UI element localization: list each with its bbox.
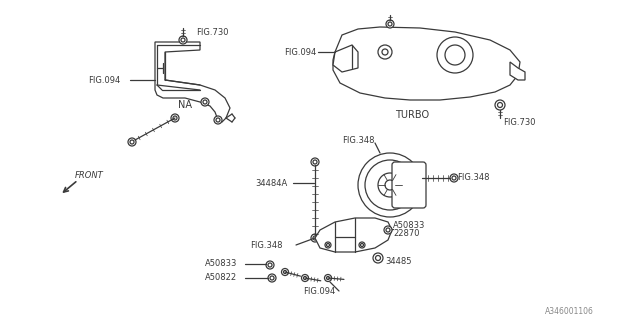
Circle shape (282, 268, 289, 276)
Text: FIG.094: FIG.094 (284, 47, 316, 57)
Text: FIG.730: FIG.730 (503, 117, 536, 126)
Text: 34484A: 34484A (255, 179, 287, 188)
Text: FIG.348: FIG.348 (250, 241, 282, 250)
Circle shape (497, 102, 502, 108)
Circle shape (270, 276, 274, 280)
Circle shape (173, 116, 177, 120)
Text: A50833: A50833 (205, 260, 237, 268)
Circle shape (358, 153, 422, 217)
Circle shape (437, 37, 473, 73)
Circle shape (216, 118, 220, 122)
Circle shape (311, 158, 319, 166)
Circle shape (266, 261, 274, 269)
Circle shape (303, 276, 307, 279)
Polygon shape (333, 27, 520, 100)
Circle shape (203, 100, 207, 104)
Circle shape (386, 20, 394, 28)
Circle shape (311, 234, 319, 242)
Polygon shape (510, 62, 525, 80)
Circle shape (313, 160, 317, 164)
Circle shape (284, 270, 287, 274)
Circle shape (171, 114, 179, 122)
Circle shape (450, 174, 458, 182)
Text: NA: NA (178, 100, 192, 110)
Text: 34485: 34485 (385, 258, 412, 267)
Circle shape (360, 244, 364, 246)
Circle shape (214, 116, 222, 124)
Text: FIG.094: FIG.094 (88, 76, 120, 84)
Polygon shape (155, 42, 230, 122)
Circle shape (378, 45, 392, 59)
Text: FIG.730: FIG.730 (196, 28, 228, 36)
Circle shape (382, 49, 388, 55)
Text: A50822: A50822 (205, 274, 237, 283)
Circle shape (201, 98, 209, 106)
Circle shape (325, 242, 331, 248)
Circle shape (376, 255, 381, 260)
Circle shape (313, 236, 317, 240)
Circle shape (386, 228, 390, 232)
Polygon shape (315, 218, 392, 252)
Polygon shape (333, 45, 358, 72)
Circle shape (385, 180, 395, 190)
Circle shape (365, 160, 415, 210)
Text: A50833: A50833 (393, 220, 426, 229)
Circle shape (326, 244, 330, 246)
Circle shape (388, 22, 392, 26)
Circle shape (324, 275, 332, 282)
Circle shape (359, 242, 365, 248)
Circle shape (268, 274, 276, 282)
Circle shape (495, 100, 505, 110)
Circle shape (373, 253, 383, 263)
Circle shape (268, 263, 272, 267)
FancyBboxPatch shape (392, 162, 426, 208)
Circle shape (326, 276, 330, 279)
Text: FIG.348: FIG.348 (342, 135, 374, 145)
Circle shape (301, 275, 308, 282)
Circle shape (128, 138, 136, 146)
Circle shape (179, 36, 187, 44)
Text: FRONT: FRONT (75, 171, 104, 180)
Text: FIG.348: FIG.348 (457, 172, 490, 181)
Circle shape (452, 176, 456, 180)
Text: 22870: 22870 (393, 228, 419, 237)
Text: A346001106: A346001106 (545, 308, 594, 316)
Text: FIG.094: FIG.094 (303, 287, 335, 297)
Text: TURBO: TURBO (395, 110, 429, 120)
Circle shape (445, 45, 465, 65)
Circle shape (384, 226, 392, 234)
Circle shape (130, 140, 134, 144)
Circle shape (181, 38, 185, 42)
Circle shape (378, 173, 402, 197)
